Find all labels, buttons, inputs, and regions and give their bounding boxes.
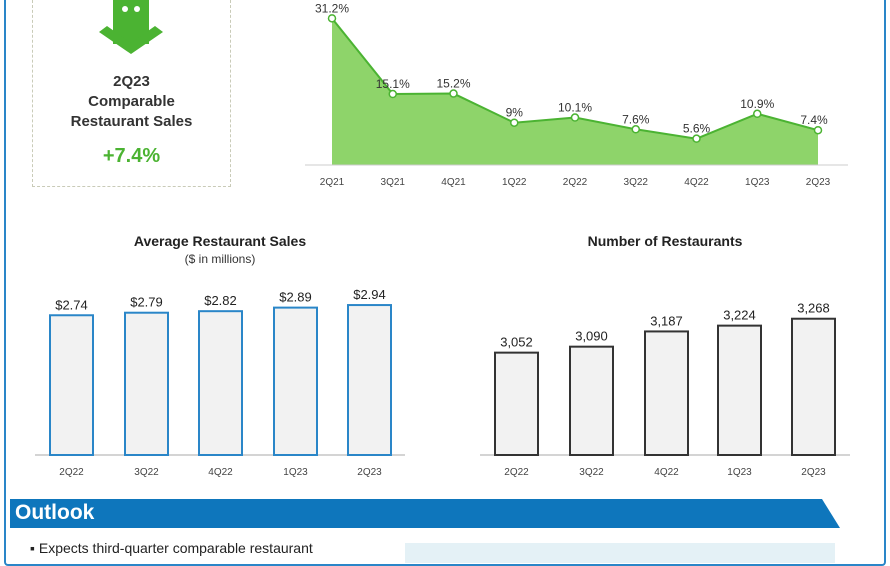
bar — [644, 330, 689, 457]
data-point — [388, 89, 397, 99]
x-tick-label: 2Q22 — [504, 467, 529, 478]
data-point — [813, 125, 823, 135]
avg-sales-subtitle: ($ in millions) — [184, 252, 256, 266]
comparable-sales-card: 2Q23 Comparable Restaurant Sales +7.4% — [32, 0, 231, 187]
data-point — [570, 113, 580, 122]
data-point — [449, 89, 458, 98]
x-tick-label: 4Q22 — [208, 467, 233, 478]
x-tick-label: 3Q22 — [579, 467, 604, 478]
x-tick-label: 2Q22 — [563, 177, 588, 188]
data-label: 10.9% — [740, 97, 774, 111]
data-label: 9% — [506, 106, 524, 120]
outlook-title: Outlook — [15, 501, 95, 524]
bar — [347, 304, 392, 456]
data-label: 7.4% — [800, 113, 828, 127]
x-tick-label: 4Q22 — [684, 177, 709, 188]
outlook-banner: Outlook — [10, 499, 840, 528]
data-label: 10.1% — [558, 101, 592, 115]
x-tick-label: 3Q21 — [381, 177, 406, 188]
x-tick-label: 4Q21 — [441, 177, 466, 188]
data-label: 31.2% — [315, 1, 349, 15]
bar — [569, 345, 614, 457]
bar-value-label: $2.89 — [279, 290, 312, 305]
data-point — [510, 118, 519, 127]
restaurants-title: Number of Restaurants — [587, 233, 743, 249]
data-point — [631, 125, 640, 134]
bar-value-label: $2.74 — [55, 297, 88, 312]
data-point — [753, 109, 762, 119]
card-title: 2Q23 Comparable Restaurant Sales — [70, 73, 193, 130]
data-label: 5.6% — [683, 122, 711, 136]
bar-value-label: 3,224 — [723, 308, 756, 323]
avg-sales-title: Average Restaurant Sales — [133, 233, 307, 249]
bar-value-label: 3,052 — [500, 335, 533, 350]
bar-value-label: 3,187 — [650, 313, 683, 328]
bar — [494, 351, 539, 456]
bar — [124, 311, 169, 456]
x-tick-label: 2Q23 — [806, 177, 831, 188]
x-tick-label: 1Q22 — [502, 177, 527, 188]
card-value: +7.4% — [102, 145, 161, 167]
bar-value-label: $2.82 — [204, 293, 237, 308]
bar-value-label: $2.79 — [130, 295, 163, 310]
outlook-bullet-text: Expects third-quarter comparable restaur… — [38, 540, 313, 556]
data-label: 15.2% — [436, 77, 470, 91]
x-tick-label: 3Q22 — [624, 177, 649, 188]
area-fill — [332, 18, 818, 165]
x-tick-label: 1Q23 — [283, 467, 308, 478]
bar-charts: $2.74 2Q22 $2.79 3Q22 $2.82 4Q22 $2.89 1Q23 $2.9… — [35, 287, 850, 478]
x-tick-label: 2Q22 — [59, 467, 84, 478]
bar-value-label: 3,268 — [797, 301, 830, 316]
data-point — [692, 134, 701, 143]
bar-value-label: $2.94 — [353, 287, 386, 302]
data-label: 15.1% — [376, 77, 410, 91]
x-tick-label: 2Q21 — [320, 177, 345, 188]
outlook-box — [405, 543, 835, 563]
x-tick-label: 1Q23 — [745, 177, 770, 188]
bar — [198, 310, 243, 456]
x-tick-label: 2Q23 — [801, 467, 826, 478]
x-tick-label: 2Q23 — [357, 467, 382, 478]
bar — [49, 314, 94, 457]
bar-value-label: 3,090 — [575, 329, 608, 344]
outlook-bullet: ▪ Expects third-quarter comparable resta… — [30, 540, 313, 556]
shopping-bag-icon — [99, 0, 163, 54]
bar — [717, 324, 762, 456]
data-label: 7.6% — [622, 112, 650, 126]
bar — [273, 306, 318, 456]
bar — [791, 317, 836, 456]
x-tick-label: 1Q23 — [727, 467, 752, 478]
x-tick-label: 3Q22 — [134, 467, 159, 478]
x-tick-label: 4Q22 — [654, 467, 679, 478]
comp-sales-line-chart: 31.2% 2Q21 15.1% 3Q21 15.2% 4Q21 9% 1Q22 10.1% 2Q… — [305, 1, 848, 188]
data-point — [327, 14, 337, 23]
